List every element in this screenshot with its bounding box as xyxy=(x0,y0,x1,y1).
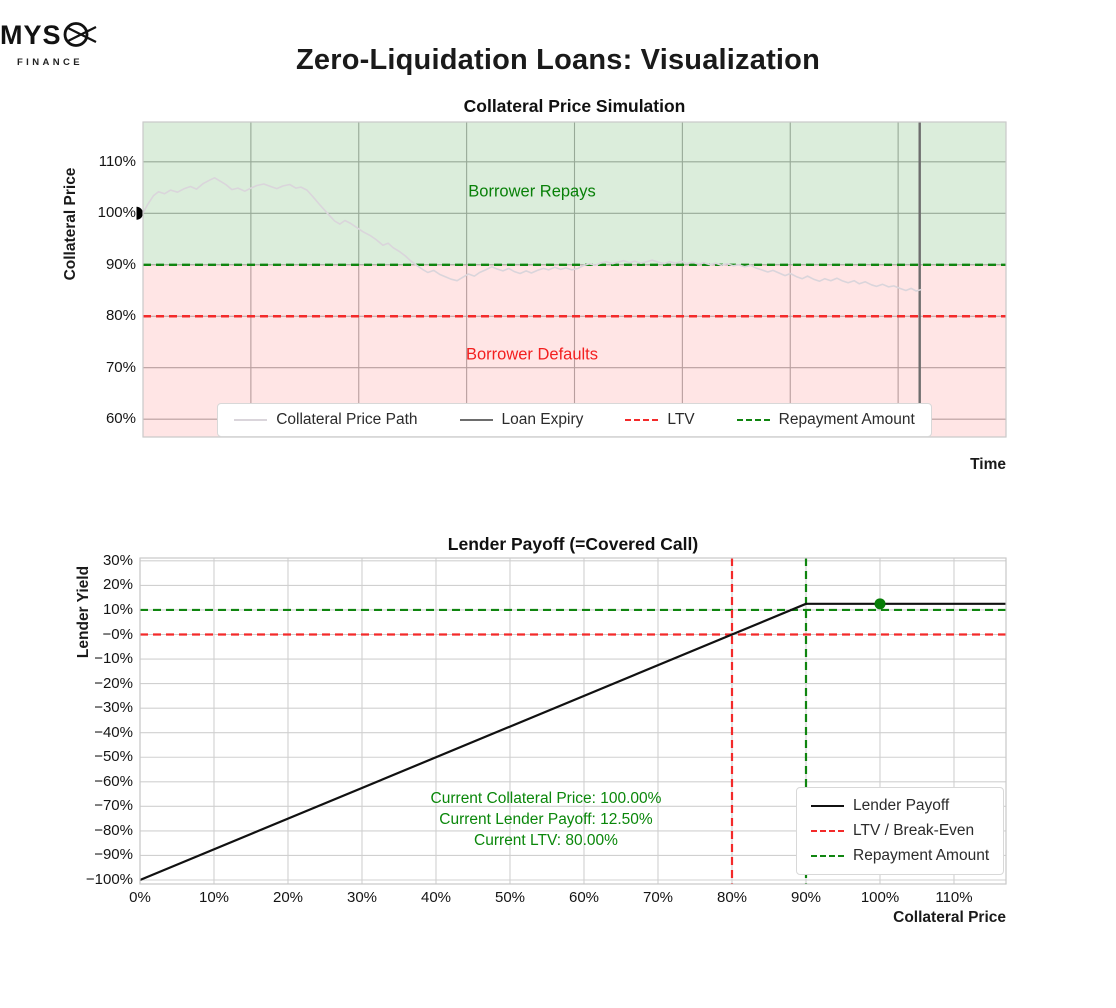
simulation-chart-title: Collateral Price Simulation xyxy=(463,96,686,116)
legend-swatch xyxy=(234,419,268,421)
ytick-label: −50% xyxy=(94,748,133,766)
lender-payoff-line xyxy=(139,602,1006,882)
xtick-label: 60% xyxy=(568,889,600,906)
ytick-label: 60% xyxy=(105,410,136,428)
xtick-label: 0% xyxy=(129,889,151,906)
annotation-collateral-price: Current Collateral Price: 100.00% xyxy=(430,790,662,807)
legend-label: Repayment Amount xyxy=(778,411,915,428)
xtick-label: 10% xyxy=(198,889,230,906)
ytick-label: −40% xyxy=(94,723,133,741)
xtick-label: 110% xyxy=(935,889,973,906)
plot-border xyxy=(142,121,1007,438)
region-label-borrower-defaults: Borrower Defaults xyxy=(465,345,599,364)
ytick-label: −70% xyxy=(94,797,133,815)
ytick-label: 90% xyxy=(105,255,136,273)
ytick-label: −0% xyxy=(102,625,133,643)
legend-label: LTV / Break-Even xyxy=(853,822,975,839)
xtick-label: 30% xyxy=(346,889,378,906)
ytick-label: −100% xyxy=(85,871,133,888)
legend-label: LTV xyxy=(667,411,695,428)
legend-swatch xyxy=(811,805,844,807)
simulation-legend: Collateral Price Path Loan Expiry LTV Repay… xyxy=(217,403,932,437)
region-label-borrower-repays: Borrower Repays xyxy=(468,182,596,201)
legend-item: Lender Payoff xyxy=(811,797,989,815)
ytick-label: −60% xyxy=(94,772,133,790)
slashed-o-scissors-icon xyxy=(63,22,97,47)
legend-swatch xyxy=(811,855,844,857)
legend-swatch xyxy=(459,419,493,421)
xtick-label: 70% xyxy=(642,889,674,906)
myso-finance-logo: MYS FINANCE xyxy=(0,20,97,68)
annotation-ltv: Current LTV: 80.00% xyxy=(474,832,618,849)
xtick-label: 40% xyxy=(420,889,452,906)
ytick-label: 10% xyxy=(102,600,133,618)
path-start-dot xyxy=(136,206,143,220)
logo-subtitle: FINANCE xyxy=(17,57,83,68)
xtick-label: 100% xyxy=(860,889,900,906)
collateral-price-path xyxy=(142,177,922,292)
xtick-label: 80% xyxy=(716,889,748,906)
legend-item: Repayment Amount xyxy=(811,847,989,865)
ytick-label: 110% xyxy=(98,152,136,170)
ytick-label: 80% xyxy=(105,307,136,325)
xtick-label: 90% xyxy=(790,889,822,906)
xtick-label: 50% xyxy=(494,889,526,906)
legend-label: Repayment Amount xyxy=(853,847,990,864)
current-payoff-dot xyxy=(874,598,886,610)
plot-border xyxy=(139,557,1007,885)
ytick-label: 20% xyxy=(102,576,133,594)
payoff-chart-title: Lender Payoff (=Covered Call) xyxy=(447,534,699,554)
legend-label: Collateral Price Path xyxy=(276,411,418,428)
payoff-xlabel: Collateral Price xyxy=(893,909,1006,926)
legend-item: LTV xyxy=(625,411,695,429)
ytick-label: −80% xyxy=(94,821,133,839)
legend-item: Repayment Amount xyxy=(736,411,915,429)
ytick-label: −10% xyxy=(94,650,133,668)
ytick-label: 30% xyxy=(102,551,133,569)
payoff-legend: Lender Payoff LTV / Break-Even Repayment A… xyxy=(796,787,1005,875)
ytick-label: −90% xyxy=(94,846,133,864)
legend-swatch xyxy=(811,830,844,832)
legend-swatch xyxy=(625,419,659,421)
ytick-label: 70% xyxy=(105,358,136,376)
legend-label: Loan Expiry xyxy=(501,411,584,428)
logo-text-mys: MYS xyxy=(0,20,62,50)
region-borrower-repays xyxy=(143,122,1006,265)
ytick-label: −20% xyxy=(94,674,133,692)
annotation-lender-payoff: Current Lender Payoff: 12.50% xyxy=(439,811,653,828)
legend-swatch xyxy=(736,419,770,421)
simulation-xlabel: Time xyxy=(970,456,1006,473)
ytick-label: 100% xyxy=(97,204,136,222)
xtick-label: 20% xyxy=(272,889,304,906)
ytick-label: −30% xyxy=(94,699,133,717)
legend-item: Collateral Price Path xyxy=(234,411,418,429)
legend-item: Loan Expiry xyxy=(459,411,584,429)
legend-label: Lender Payoff xyxy=(853,797,950,814)
legend-item: LTV / Break-Even xyxy=(811,822,989,840)
payoff-annotation: Current Collateral Price: 100.00% Curren… xyxy=(431,788,662,851)
page-title: Zero-Liquidation Loans: Visualization xyxy=(295,44,821,76)
myso-wordmark: MYS FINANCE xyxy=(0,20,97,68)
